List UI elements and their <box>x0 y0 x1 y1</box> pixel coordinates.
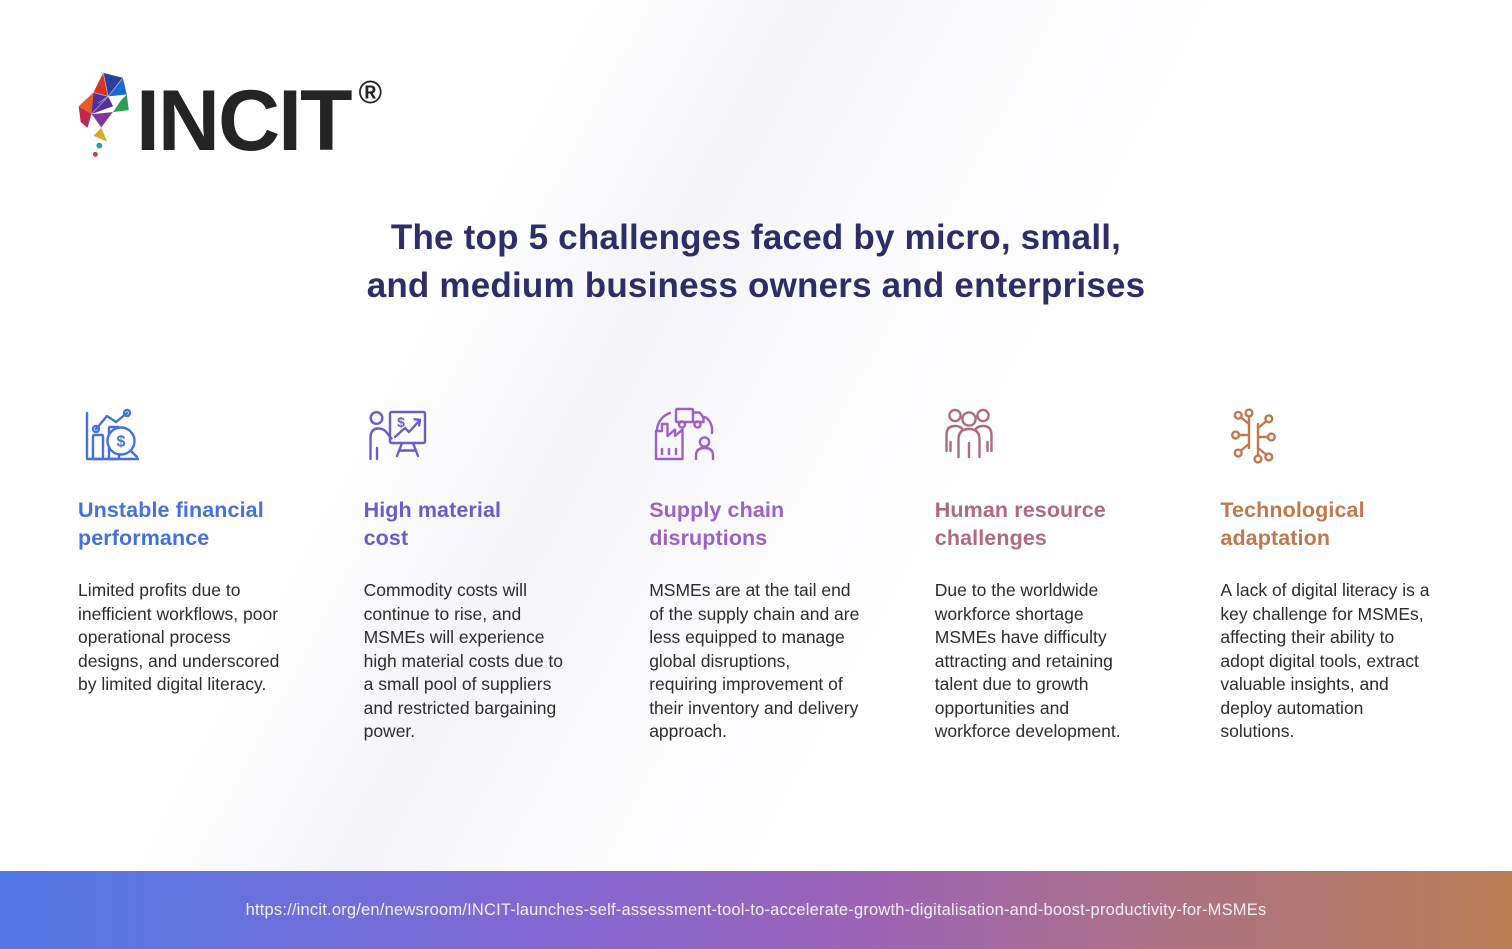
challenge-column-material-cost: $ High material cost Commodity costs wil… <box>364 402 578 744</box>
challenge-heading: High material cost <box>363 498 502 550</box>
incit-logo: INCIT ® <box>76 64 382 174</box>
challenge-column-supply-chain: Supply chain disruptions MSMEs are at th… <box>649 402 863 744</box>
challenge-heading: Unstable financial performance <box>78 498 264 550</box>
challenges-grid: $ Unstable financial performance Limited… <box>78 402 1434 744</box>
svg-text:$: $ <box>397 414 405 430</box>
challenge-column-financial: $ Unstable financial performance Limited… <box>78 402 292 744</box>
challenge-heading: Human resource challenges <box>934 498 1106 550</box>
challenge-heading: Supply chain disruptions <box>649 498 785 550</box>
people-group-icon <box>935 402 1149 472</box>
butterfly-logo-icon <box>78 72 129 157</box>
footer-url-link[interactable]: https://incit.org/en/newsroom/INCIT-laun… <box>245 900 1267 919</box>
challenge-description: MSMEs are at the tail end of the supply … <box>649 580 860 741</box>
footer-bar: https://incit.org/en/newsroom/INCIT-laun… <box>0 871 1512 949</box>
supply-chain-icon <box>649 402 863 472</box>
financial-analysis-icon: $ <box>78 402 292 472</box>
challenge-heading: Technological adaptation <box>1220 498 1365 550</box>
registered-mark: ® <box>358 74 383 110</box>
circuit-network-icon <box>1220 402 1434 472</box>
challenge-description: Commodity costs will continue to rise, a… <box>363 580 564 741</box>
challenge-description: Limited profits due to inefficient workf… <box>78 580 280 694</box>
presentation-chart-icon: $ <box>364 402 578 472</box>
challenge-description: Due to the worldwide workforce shortage … <box>934 580 1121 741</box>
challenge-column-human-resource: Human resource challenges Due to the wor… <box>935 402 1149 744</box>
logo-wordmark: INCIT <box>136 73 353 169</box>
page-title: The top 5 challenges faced by micro, sma… <box>366 218 1146 305</box>
challenge-column-technological: Technological adaptation A lack of digit… <box>1220 402 1434 744</box>
challenge-description: A lack of digital literacy is a key chal… <box>1220 580 1430 741</box>
svg-text:$: $ <box>117 434 126 451</box>
